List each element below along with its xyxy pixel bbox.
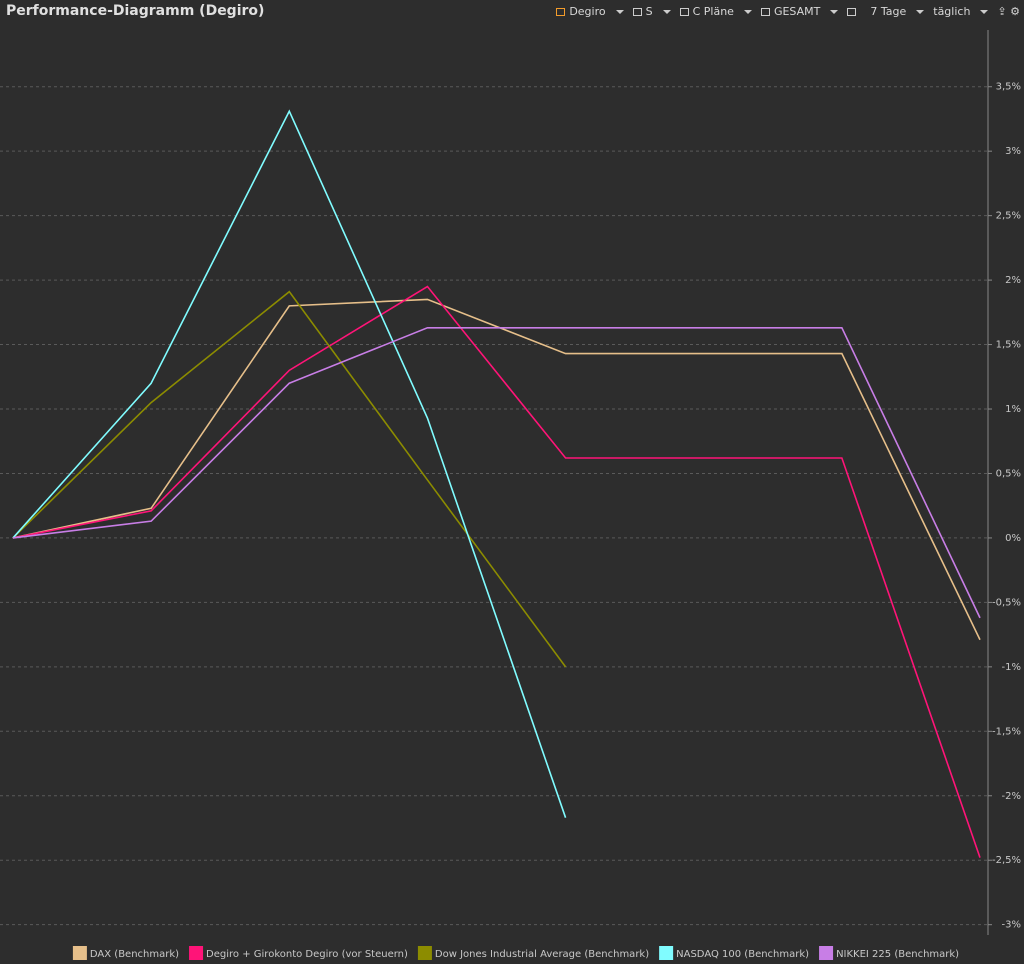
series-line: [12, 298, 981, 641]
y-tick-label: -1,5%: [992, 726, 1021, 737]
toolbar: Degiro S C Pläne GESAMT 7 Tage täglich ⇪…: [556, 5, 1020, 18]
toolbar-label: Degiro: [569, 5, 606, 18]
legend-swatch: [189, 946, 204, 960]
y-tick-label: 1,5%: [996, 340, 1021, 351]
y-tick-label: 2%: [1005, 275, 1021, 286]
toolbar-item[interactable]: C Pläne: [679, 5, 752, 18]
series-line: [12, 326, 981, 619]
legend-swatch: [72, 946, 87, 960]
y-tick-label: -2,5%: [992, 855, 1021, 866]
y-tick-label: -2%: [1002, 791, 1021, 802]
y-tick-label: -1%: [1002, 662, 1021, 673]
toolbar-item[interactable]: GESAMT: [760, 5, 839, 18]
toolbar-label: GESAMT: [773, 5, 821, 18]
y-tick-label: 2,5%: [996, 211, 1021, 222]
legend-swatch: [819, 946, 834, 960]
toolbar-label: täglich: [933, 5, 971, 18]
legend: DAX (Benchmark) Degiro + Girokonto Degiro…: [72, 946, 959, 960]
y-tick-label: 3%: [1005, 146, 1021, 157]
legend-label: DAX (Benchmark): [90, 949, 179, 960]
series-line: [12, 290, 567, 668]
window-title: Performance-Diagramm (Degiro): [6, 3, 265, 19]
toolbar-item[interactable]: täglich: [933, 5, 989, 18]
y-tick-label: -0,5%: [992, 597, 1021, 608]
series-line: [12, 109, 567, 818]
legend-label: NASDAQ 100 (Benchmark): [676, 949, 809, 960]
toolbar-item[interactable]: S: [632, 5, 671, 18]
series-line: [12, 285, 981, 858]
legend-label: Dow Jones Industrial Average (Benchmark): [435, 949, 649, 960]
y-tick-label: -3%: [1002, 920, 1021, 931]
toolbar-label: C Pläne: [692, 5, 734, 18]
y-tick-label: 0%: [1005, 533, 1021, 544]
legend-label: Degiro + Girokonto Degiro (vor Steuern): [206, 949, 408, 960]
y-tick-label: 0,5%: [996, 468, 1021, 479]
y-tick-label: 1%: [1005, 404, 1021, 415]
legend-swatch: [417, 946, 432, 960]
legend-label: NIKKEI 225 (Benchmark): [836, 949, 959, 960]
toolbar-icons[interactable]: ⇪ ⚙: [997, 5, 1020, 18]
toolbar-label: 7 Tage: [870, 5, 907, 18]
toolbar-item[interactable]: 7 Tage: [847, 5, 925, 18]
toolbar-item[interactable]: Degiro: [556, 5, 624, 18]
y-tick-label: 3,5%: [996, 82, 1021, 93]
legend-swatch: [659, 946, 674, 960]
toolbar-label: S: [645, 5, 653, 18]
